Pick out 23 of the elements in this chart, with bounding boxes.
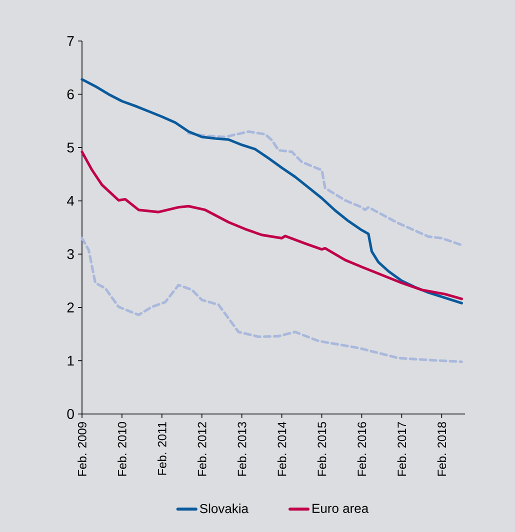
x-tick-label: Feb. 2012	[197, 422, 206, 476]
line-series	[187, 130, 463, 246]
line-series	[80, 236, 463, 364]
y-tick-label: 0	[67, 409, 74, 419]
y-tick-label: 7	[67, 36, 74, 46]
y-tick-label: 2	[67, 302, 74, 312]
x-tick-label: Feb. 2016	[357, 422, 366, 476]
x-tick-label: Feb. 2018	[437, 422, 446, 476]
x-tick-label: Feb. 2009	[78, 422, 86, 476]
line-series	[80, 150, 463, 300]
y-tick-label: 6	[67, 89, 74, 100]
x-tick-label: Feb. 2010	[118, 422, 126, 476]
y-tick-label: 4	[67, 196, 74, 206]
x-tick-label: Feb. 2017	[397, 422, 406, 476]
y-tick-label: 3	[67, 249, 74, 260]
y-tick-label: 1	[68, 356, 74, 366]
legend-label: Slovakia	[200, 504, 249, 514]
y-tick-label: 5	[67, 142, 74, 152]
x-tick-label: Feb. 2015	[317, 422, 326, 476]
x-tick-label: Feb. 2014	[277, 422, 286, 476]
x-tick-label: Feb. 2011	[158, 422, 166, 475]
legend-label: Euro area	[312, 504, 369, 513]
x-tick-label: Feb. 2013	[237, 422, 246, 476]
